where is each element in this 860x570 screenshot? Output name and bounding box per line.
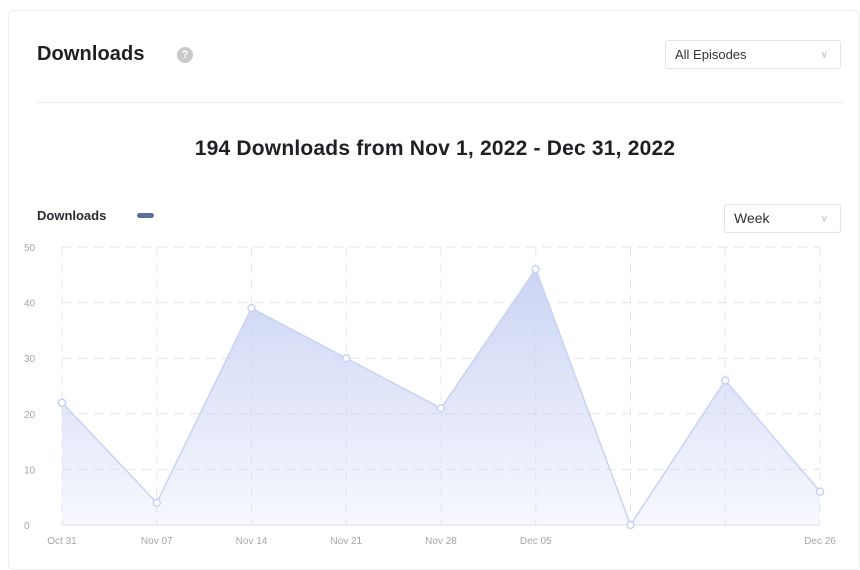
- chevron-down-icon: ∨: [820, 49, 828, 60]
- data-point: [247, 303, 256, 313]
- y-tick-label: 30: [24, 354, 36, 365]
- legend-swatch: [137, 213, 154, 218]
- x-tick-label: Oct 31: [47, 536, 77, 547]
- x-tick-label: Dec 26: [804, 536, 836, 547]
- downloads-summary-headline: 194 Downloads from Nov 1, 2022 - Dec 31,…: [194, 137, 676, 160]
- x-tick-label: Nov 21: [330, 536, 362, 547]
- chevron-down-icon: ∨: [820, 213, 828, 224]
- interval-select[interactable]: Week ∨: [724, 204, 841, 233]
- chart-series-label: Downloads: [37, 208, 107, 223]
- data-point: [626, 520, 635, 530]
- y-tick-label: 40: [24, 299, 36, 310]
- data-point: [57, 398, 67, 407]
- data-point: [342, 353, 351, 363]
- y-tick-label: 0: [24, 521, 30, 532]
- y-tick-label: 10: [24, 465, 36, 476]
- card-title: Downloads: [37, 43, 145, 65]
- interval-value: Week: [734, 210, 770, 226]
- data-point: [436, 403, 446, 413]
- data-point: [815, 487, 825, 496]
- question-circle-icon[interactable]: ?: [177, 47, 193, 63]
- series-area: [62, 269, 820, 525]
- x-tick-label: Nov 14: [236, 536, 268, 547]
- episode-filter-value: All Episodes: [675, 47, 747, 62]
- downloads-area-chart: 0 10 20 30 40 50 Oct 31 Nov 07 Nov 14 Nov 21 Nov 2…: [24, 243, 836, 547]
- x-tick-label: Dec 05: [520, 536, 552, 547]
- header-divider: [37, 102, 843, 103]
- data-point: [721, 376, 730, 385]
- y-tick-label: 20: [24, 410, 36, 421]
- y-tick-label: 50: [24, 243, 36, 254]
- x-tick-label: Nov 07: [141, 536, 173, 547]
- episode-filter-select[interactable]: All Episodes ∨: [665, 40, 841, 69]
- data-point: [152, 498, 161, 508]
- data-point: [531, 264, 540, 274]
- x-tick-label: Nov 28: [425, 536, 457, 547]
